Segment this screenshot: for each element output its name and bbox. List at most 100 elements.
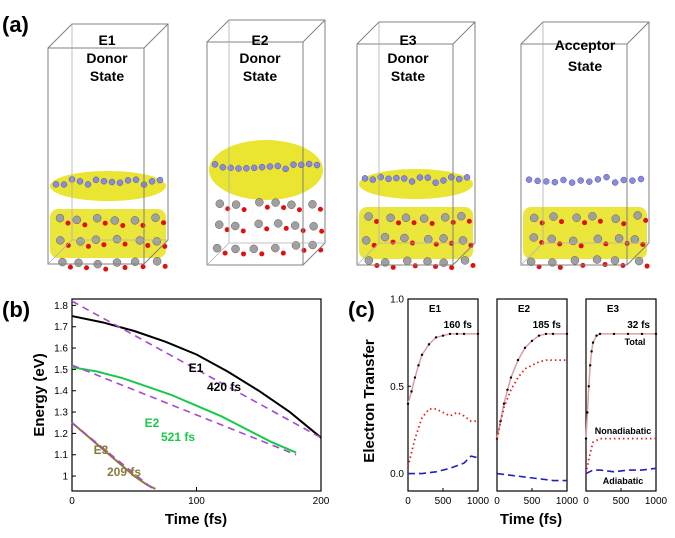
substrate-oxygen-atom (559, 219, 565, 225)
substrate-oxygen-atom (101, 242, 107, 248)
substrate-metal-atom (110, 216, 120, 225)
adsorbate-atom (586, 178, 593, 185)
substrate-oxygen-atom (85, 243, 91, 249)
substrate-oxygen-atom (301, 247, 307, 253)
energy-ytick-label: 1.6 (54, 344, 68, 355)
state-e2-line1: E2 (251, 32, 268, 48)
energy-series-label: E2 (145, 416, 160, 430)
adsorbate-atom (534, 177, 541, 185)
et-adiabatic-e1 (408, 455, 479, 475)
adsorbate-atom (568, 179, 576, 186)
energy-ytick-label: 1.7 (54, 322, 68, 333)
substrate-metal-atom (112, 234, 122, 244)
substrate-metal-atom (112, 258, 122, 267)
substrate-metal-atom (231, 200, 241, 209)
adsorbate-atom (637, 175, 645, 183)
et-total-point (434, 336, 438, 339)
adsorbate-atom (361, 175, 369, 182)
et-total-point (523, 346, 527, 350)
et-xtick-label: 500 (524, 496, 541, 507)
et-ytick-label: 0.5 (390, 382, 404, 393)
et-total-fit-e2 (496, 333, 567, 439)
et-total-point (455, 332, 459, 336)
et-total-point (476, 332, 480, 336)
et-total-point (654, 332, 658, 336)
substrate-metal-atom (592, 255, 602, 264)
state-box-acceptor (520, 21, 650, 270)
adsorbate-atom (408, 178, 416, 185)
et-total-point (441, 334, 445, 337)
substrate-metal-atom (549, 212, 558, 221)
substrate-oxygen-atom (317, 206, 323, 212)
density-cloud-lower (359, 207, 473, 259)
energy-series-e1 (71, 315, 322, 439)
substrate-metal-atom (439, 234, 448, 243)
panel-a-label: (a) (2, 12, 29, 37)
substrate-metal-atom (423, 257, 432, 266)
substrate-oxygen-atom (539, 220, 545, 226)
adsorbate-atom (282, 165, 289, 173)
adsorbate-atom (132, 176, 140, 183)
substrate-metal-atom (255, 197, 264, 207)
et-total-point (595, 334, 598, 337)
substrate-oxygen-atom (264, 204, 270, 210)
et-total-point (462, 332, 466, 336)
adsorbate-atom (629, 177, 636, 184)
density-cloud-lower (523, 207, 647, 259)
adsorbate-atom (432, 179, 439, 186)
et-ylabel: Electron Transfer (361, 339, 378, 463)
adsorbate-atom (377, 173, 384, 181)
substrate-metal-atom (130, 216, 140, 225)
substrate-metal-atom (458, 236, 468, 245)
adsorbate-atom (385, 175, 392, 183)
et-total-point (565, 332, 569, 336)
state-e1-line3: State (90, 68, 124, 84)
et-total-point (591, 341, 595, 344)
substrate-oxygen-atom (371, 242, 377, 248)
et-total-point (448, 332, 452, 336)
energy-timescale-label: 209 fs (107, 465, 141, 479)
energy-xtick-label: 0 (69, 496, 75, 507)
energy-xlabel: Time (fs) (165, 511, 227, 528)
adsorbate-atom (542, 178, 550, 185)
substrate-metal-atom (92, 213, 102, 223)
et-subplot-title: E2 (518, 304, 531, 315)
substrate-metal-atom (212, 243, 222, 253)
substrate-oxygen-atom (103, 266, 109, 272)
substrate-metal-atom (386, 213, 395, 223)
substrate-oxygen-atom (390, 239, 396, 245)
et-total-point (502, 402, 506, 405)
substrate-metal-atom (58, 257, 67, 267)
et-xtick-label: 500 (435, 496, 452, 507)
substrate-oxygen-atom (468, 242, 474, 248)
substrate-oxygen-atom (582, 220, 588, 226)
adsorbate-atom (455, 175, 463, 183)
substrate-oxygen-atom (597, 218, 603, 224)
substrate-oxygen-atom (429, 221, 435, 227)
substrate-metal-atom (308, 240, 317, 250)
substrate-oxygen-atom (390, 264, 396, 270)
substrate-metal-atom (588, 212, 597, 221)
substrate-oxygen-atom (84, 265, 90, 271)
substrate-oxygen-atom (644, 263, 650, 269)
substrate-metal-atom (529, 233, 539, 242)
energy-ytick-label: 1.1 (54, 450, 68, 461)
adsorbate-atom (393, 174, 400, 182)
adsorbate-atom (611, 179, 619, 186)
density-cloud-lower (50, 209, 166, 258)
substrate-metal-atom (135, 236, 145, 245)
substrate-metal-atom (361, 236, 371, 245)
energy-xtick-label: 100 (188, 496, 205, 507)
et-total-point (587, 385, 590, 388)
et-nonadiabatic-e3 (585, 437, 656, 474)
density-cloud-upper (50, 171, 166, 201)
energy-ylabel: Energy (eV) (31, 353, 48, 436)
substrate-metal-atom (56, 236, 65, 245)
adsorbate-atom (369, 176, 377, 183)
substrate-metal-atom (610, 256, 620, 265)
substrate-metal-atom (214, 220, 224, 229)
substrate-oxygen-atom (470, 262, 476, 268)
substrate-oxygen-atom (161, 220, 167, 226)
substrate-oxygen-atom (65, 220, 71, 226)
substrate-metal-atom (400, 233, 409, 243)
